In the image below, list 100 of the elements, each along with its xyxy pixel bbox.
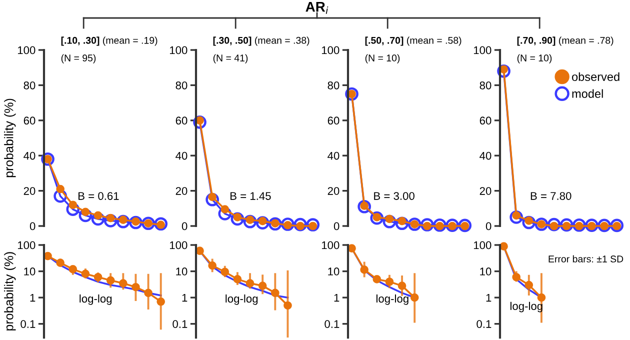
y-tick-label: 1 bbox=[334, 294, 340, 302]
point bbox=[41, 152, 54, 166]
point bbox=[458, 218, 472, 232]
annotation: log-log bbox=[80, 294, 112, 305]
point bbox=[268, 217, 282, 231]
point bbox=[598, 218, 611, 232]
point bbox=[56, 184, 64, 194]
point bbox=[560, 218, 574, 232]
point bbox=[610, 218, 624, 232]
chart-subtitle: (N = 10) bbox=[365, 54, 400, 64]
y-tick-label: 100 bbox=[18, 241, 36, 250]
y-tick-label: 0.1 bbox=[20, 320, 36, 328]
point bbox=[243, 214, 257, 228]
point bbox=[193, 115, 206, 129]
y-tick-label: 80 bbox=[480, 81, 492, 90]
y-tick-label: 100 bbox=[474, 241, 492, 250]
point bbox=[547, 218, 561, 232]
y-tick-label: 60 bbox=[328, 116, 340, 125]
y-tick-label: 10 bbox=[176, 268, 188, 276]
point bbox=[370, 211, 384, 225]
y-tick-label: 10 bbox=[24, 268, 36, 276]
text: Error bars: ±1 SD bbox=[548, 255, 624, 262]
y-tick-label: 40 bbox=[24, 152, 36, 160]
point bbox=[206, 192, 219, 206]
y-tick-label: 0.1 bbox=[324, 320, 340, 328]
point bbox=[522, 216, 536, 230]
y-tick-label: 100 bbox=[322, 46, 340, 54]
point bbox=[345, 87, 358, 101]
y-axis-title: probability (%) bbox=[4, 98, 16, 178]
annotation: B = 7.80 bbox=[530, 192, 572, 200]
chart-subtitle: (N = 10) bbox=[517, 54, 552, 64]
point bbox=[446, 218, 459, 232]
chart-title: [.10, .30] (mean = .19) bbox=[61, 36, 158, 46]
chart-subtitle: (N = 95) bbox=[61, 54, 96, 64]
annotation: B = 1.45 bbox=[230, 192, 271, 200]
point bbox=[129, 216, 142, 230]
y-tick-label: 0.1 bbox=[172, 320, 188, 328]
y-tick-label: 80 bbox=[24, 81, 36, 90]
annotation: B = 3.00 bbox=[374, 192, 414, 200]
y-tick-label: 100 bbox=[474, 46, 492, 54]
point bbox=[395, 216, 409, 230]
legend-label: model bbox=[572, 89, 603, 98]
y-tick-label: 10 bbox=[480, 268, 492, 276]
point bbox=[54, 189, 67, 203]
point bbox=[91, 212, 105, 226]
y-tick-label: 100 bbox=[18, 46, 36, 54]
point bbox=[78, 208, 92, 222]
y-tick-label: 60 bbox=[176, 116, 188, 125]
point bbox=[256, 216, 270, 230]
point bbox=[116, 214, 130, 228]
y-tick-label: 1 bbox=[30, 294, 36, 302]
point bbox=[433, 218, 446, 232]
annotation: B = 0.61 bbox=[78, 192, 119, 200]
point bbox=[281, 218, 294, 231]
y-tick-label: 60 bbox=[480, 116, 492, 125]
point bbox=[500, 242, 508, 250]
point bbox=[154, 217, 168, 231]
y-tick-label: 20 bbox=[480, 187, 492, 195]
legend-label: observed bbox=[572, 72, 620, 81]
y-tick-label: 20 bbox=[24, 187, 36, 195]
y-tick-label: 0 bbox=[334, 222, 340, 230]
y-tick-label: 0.1 bbox=[476, 320, 492, 328]
y-tick-label: 100 bbox=[170, 241, 188, 250]
point bbox=[104, 214, 118, 228]
y-tick-label: 40 bbox=[176, 152, 188, 160]
annotation: log-log bbox=[376, 294, 408, 305]
point bbox=[142, 216, 155, 230]
y-tick-label: 100 bbox=[322, 241, 340, 250]
point bbox=[66, 202, 80, 216]
chart-title: [.70, .90] (mean = .78) bbox=[517, 36, 614, 46]
point bbox=[585, 218, 598, 232]
point bbox=[68, 200, 78, 210]
y-tick-label: 80 bbox=[328, 81, 340, 90]
text: AR$_{i}$ bbox=[306, 2, 328, 14]
y-tick-label: 20 bbox=[328, 187, 340, 195]
chart-title: [.30, .50] (mean = .38) bbox=[213, 36, 310, 46]
y-tick-label: 40 bbox=[328, 152, 340, 160]
point bbox=[534, 218, 548, 231]
point bbox=[230, 212, 244, 226]
y-tick-label: 1 bbox=[182, 294, 188, 302]
point bbox=[358, 200, 371, 214]
point bbox=[220, 205, 230, 214]
y-tick-label: 40 bbox=[480, 152, 492, 160]
point bbox=[382, 214, 396, 228]
chart-subtitle: (N = 41) bbox=[213, 54, 248, 64]
annotation: log-log bbox=[226, 294, 258, 305]
y-tick-label: 1 bbox=[486, 294, 492, 302]
y-tick-label: 0 bbox=[30, 222, 36, 230]
point bbox=[497, 64, 510, 78]
point bbox=[218, 207, 232, 220]
y-tick-label: 60 bbox=[24, 116, 36, 125]
chart-title: [.50, .70] (mean = .58) bbox=[365, 36, 462, 46]
point bbox=[420, 218, 434, 232]
y-tick-label: 0 bbox=[182, 222, 188, 230]
point bbox=[572, 218, 586, 232]
y-tick-label: 80 bbox=[176, 81, 188, 90]
point bbox=[294, 218, 307, 232]
point bbox=[306, 218, 320, 232]
point bbox=[408, 218, 422, 231]
y-tick-label: 20 bbox=[176, 187, 188, 195]
